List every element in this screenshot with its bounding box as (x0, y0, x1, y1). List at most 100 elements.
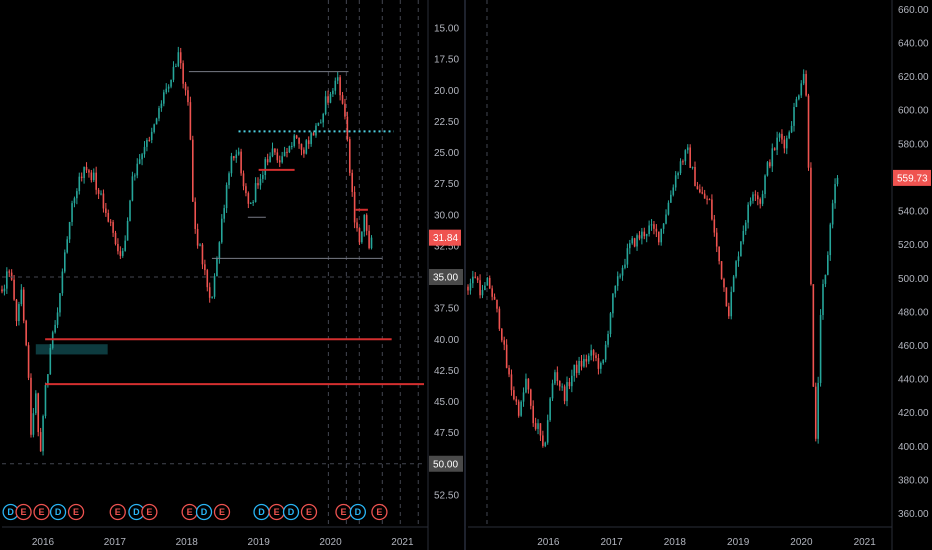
dividend-event-marker[interactable]: D (282, 503, 300, 521)
dividend-event-marker[interactable]: D (349, 503, 367, 521)
candle-body (534, 423, 537, 429)
right-chart-pane[interactable]: 660.00640.00620.00600.00580.00560.00540.… (467, 0, 931, 550)
candle-body (674, 175, 677, 188)
candle-body (481, 290, 484, 296)
candle-body (100, 193, 102, 195)
price-tick-label: 460.00 (898, 341, 929, 352)
candle-body (235, 154, 238, 159)
candle-body (322, 113, 325, 123)
dividend-event-marker[interactable]: D (195, 503, 213, 521)
candle-body (266, 159, 269, 163)
candle-body (317, 122, 320, 126)
candle-body (288, 146, 291, 153)
candle-body (752, 194, 754, 201)
candle-body (97, 189, 100, 194)
earnings-event-marker[interactable]: E (109, 503, 126, 521)
event-marker-circle (300, 503, 318, 521)
candle-body (259, 178, 262, 186)
event-marker-circle (141, 503, 158, 521)
candle-body (143, 146, 146, 155)
earnings-event-marker[interactable]: E (181, 503, 198, 521)
candle-body (191, 139, 194, 202)
candle-body (148, 139, 151, 141)
candle-body (732, 276, 735, 292)
earnings-event-marker[interactable]: E (33, 503, 50, 521)
earnings-event-marker[interactable]: E (268, 503, 285, 521)
candle-body (561, 386, 563, 388)
earnings-event-marker[interactable]: E (141, 503, 158, 521)
candle-body (160, 103, 163, 109)
candle-body (831, 203, 834, 225)
candle-body (78, 176, 81, 192)
candle-body (15, 299, 18, 322)
candle-body (604, 344, 607, 360)
candle-body (85, 166, 88, 171)
candle-body (177, 52, 180, 67)
candle-body (529, 389, 532, 406)
candle-body (129, 200, 131, 221)
candle-body (102, 193, 105, 209)
candle-body (723, 279, 725, 288)
earnings-event-marker[interactable]: E (371, 503, 388, 521)
dividend-event-marker[interactable]: D (253, 503, 270, 521)
candle-body (56, 312, 59, 325)
price-tick-label: 27.50 (434, 179, 459, 190)
earnings-event-marker[interactable]: E (213, 503, 231, 521)
candle-body (600, 363, 602, 369)
candle-body (657, 231, 660, 243)
earnings-event-marker[interactable]: E (67, 503, 85, 521)
candle-body (320, 122, 322, 124)
price-tick-label: 40.00 (434, 335, 459, 346)
time-tick-label: 2019 (248, 537, 271, 548)
candle-body (68, 221, 71, 240)
time-tick-label: 2020 (790, 537, 813, 548)
dividend-event-marker[interactable]: D (49, 503, 67, 521)
candle-body (814, 386, 817, 439)
event-marker-circle (349, 503, 367, 521)
candle-body (179, 52, 182, 64)
candle-body (650, 224, 653, 226)
candle-body (626, 248, 629, 265)
event-marker-text: D (7, 507, 14, 517)
candle-body (684, 150, 687, 162)
candle-body (764, 175, 766, 195)
candle-body (708, 199, 711, 201)
candle-body (141, 154, 143, 160)
candle-body (107, 212, 110, 222)
candle-body (785, 138, 788, 149)
earnings-event-marker[interactable]: E (15, 503, 32, 521)
candle-body (6, 271, 8, 289)
candle-body (522, 392, 525, 402)
candle-body (491, 288, 493, 297)
earnings-event-marker[interactable]: E (300, 503, 318, 521)
time-tick-label: 2021 (854, 537, 877, 548)
level-label-text: 50.00 (433, 459, 458, 470)
candle-body (252, 202, 254, 204)
candle-body (672, 187, 675, 195)
candle-body (199, 244, 201, 246)
candle-body (822, 283, 824, 316)
candle-body (32, 413, 35, 435)
event-marker-text: E (274, 507, 280, 517)
candle-body (1, 289, 3, 292)
candle-body (254, 183, 257, 203)
price-tick-label: 20.00 (434, 86, 459, 97)
candle-body (204, 264, 206, 271)
candle-body (298, 137, 300, 144)
candle-body (13, 279, 15, 300)
candle-body (208, 287, 211, 298)
event-marker-circle (371, 503, 388, 521)
candle-body (653, 224, 655, 229)
earnings-event-marker[interactable]: E (335, 503, 352, 521)
candle-body (542, 435, 544, 446)
candle-body (42, 416, 44, 452)
candle-body (346, 116, 349, 140)
candle-body (126, 220, 129, 241)
left-chart-pane[interactable]: 15.00 17.50 20.00 22.50 25.00 27.50 30.00 32.50… (1, 0, 463, 550)
candle-body (339, 77, 341, 96)
candle-body (61, 271, 64, 294)
candle-body (633, 238, 636, 247)
candle-body (175, 66, 177, 68)
candle-body (131, 176, 134, 201)
